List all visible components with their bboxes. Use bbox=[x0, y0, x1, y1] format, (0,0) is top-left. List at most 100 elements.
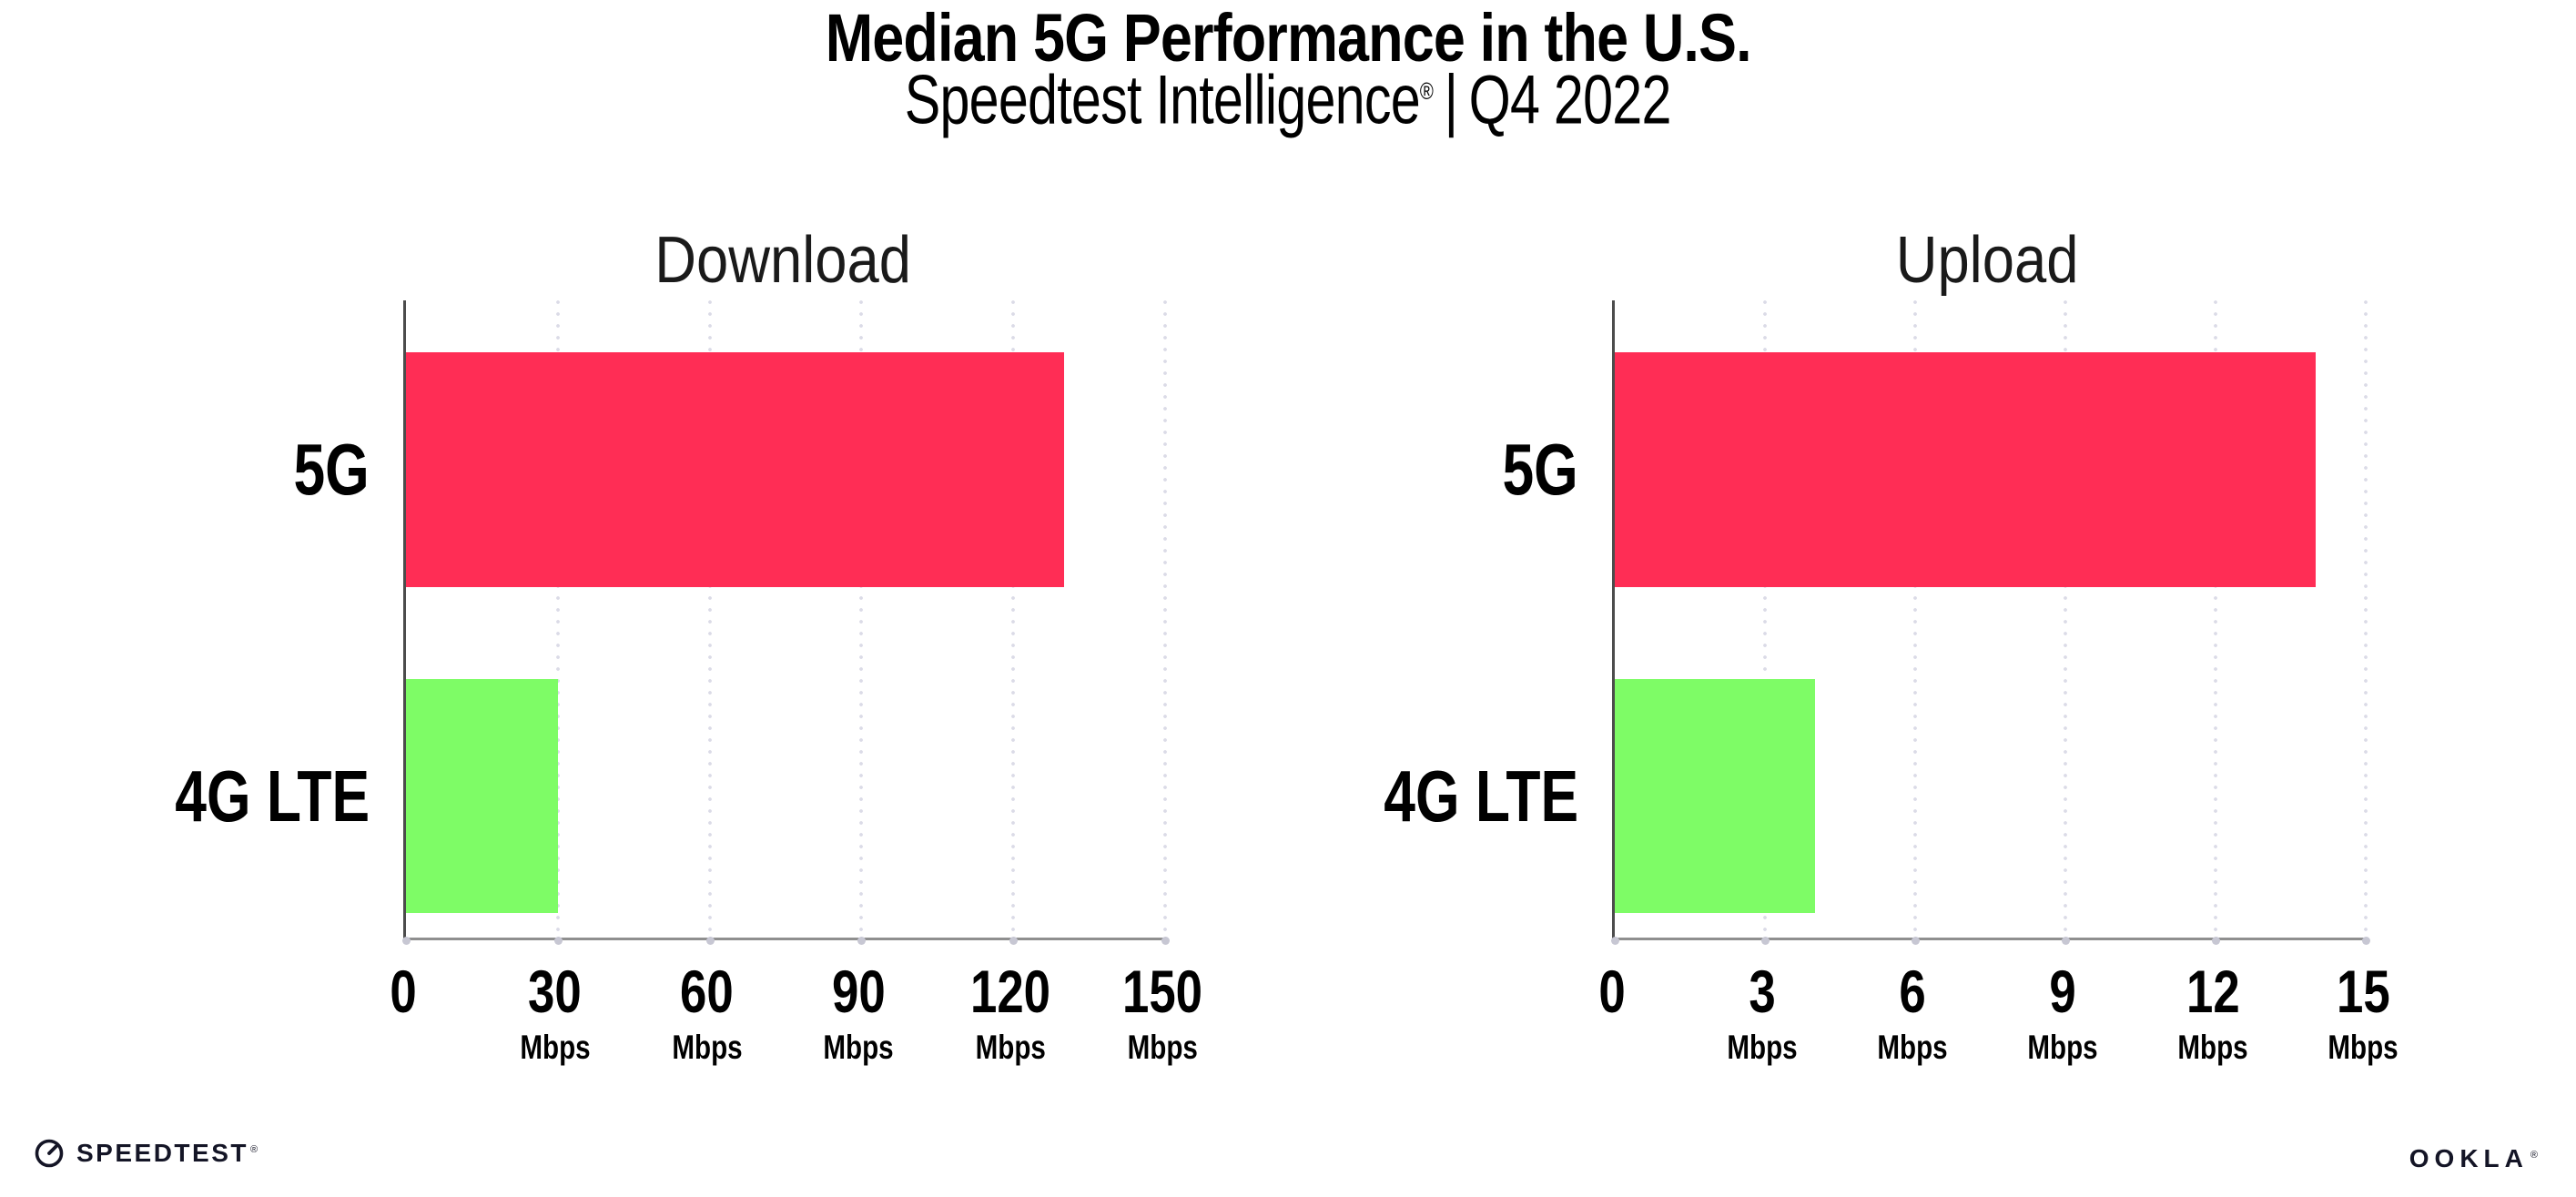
tick-label-150: 150 Mbps bbox=[1112, 958, 1212, 1067]
tick-unit-text: Mbps bbox=[975, 1029, 1046, 1066]
category-label-text: 4G LTE bbox=[1384, 755, 1578, 837]
category-axis: 5G 4G LTE bbox=[1260, 300, 1578, 938]
tick-value: 30 bbox=[511, 958, 599, 1025]
tick-label-120: 120 Mbps bbox=[960, 958, 1060, 1067]
plot-area bbox=[1611, 300, 2370, 945]
bar-5g bbox=[406, 352, 1064, 587]
category-label-4g-lte: 4G LTE bbox=[51, 755, 370, 837]
gridline bbox=[1763, 300, 1767, 938]
axis-tick-dot bbox=[1761, 937, 1770, 945]
tick-unit: Mbps bbox=[1112, 1029, 1212, 1067]
tick-label-90: 90 Mbps bbox=[815, 958, 903, 1067]
tick-unit-text: Mbps bbox=[2177, 1029, 2248, 1066]
speedtest-logo: SPEEDTEST ® bbox=[33, 1137, 260, 1170]
plot-area bbox=[402, 300, 1170, 945]
tick-unit: Mbps bbox=[511, 1029, 599, 1067]
chart-title-download: Download bbox=[403, 228, 1162, 293]
category-label-5g: 5G bbox=[51, 433, 370, 506]
ookla-trademark-mark: ® bbox=[2530, 1149, 2543, 1161]
gridline bbox=[1163, 300, 1167, 938]
tick-unit: Mbps bbox=[2319, 1029, 2408, 1067]
axis-tick-dot bbox=[553, 937, 563, 945]
tick-value: 0 bbox=[1596, 958, 1629, 1025]
category-label-text: 5G bbox=[293, 429, 370, 510]
tick-value: 15 bbox=[2319, 958, 2408, 1025]
tick-label-9: 9 Mbps bbox=[2019, 958, 2107, 1067]
gridline bbox=[859, 300, 864, 938]
bar-4g-lte bbox=[1615, 679, 1815, 913]
category-axis: 5G 4G LTE bbox=[51, 300, 370, 938]
tick-unit-text: Mbps bbox=[1877, 1029, 1948, 1066]
tick-value-text: 6 bbox=[1899, 958, 1926, 1025]
tick-unit-text: Mbps bbox=[2328, 1029, 2399, 1066]
subtitle-period: Q4 2022 bbox=[1468, 61, 1672, 139]
gridline bbox=[707, 300, 712, 938]
axis-tick-dot bbox=[1009, 937, 1019, 945]
axis-tick-dot bbox=[1161, 937, 1170, 945]
registered-trademark-mark: ® bbox=[1420, 77, 1434, 105]
bar-5g bbox=[1615, 352, 2316, 587]
tick-value-text: 0 bbox=[390, 958, 417, 1025]
gridline bbox=[2214, 300, 2217, 938]
tick-label-0: 0 bbox=[1596, 958, 1629, 1025]
axis-tick-dot bbox=[1611, 937, 1619, 945]
tick-unit: Mbps bbox=[663, 1029, 751, 1067]
tick-label-15: 15 Mbps bbox=[2319, 958, 2408, 1067]
tick-value: 12 bbox=[2169, 958, 2257, 1025]
tick-unit: Mbps bbox=[960, 1029, 1060, 1067]
gridline bbox=[555, 300, 560, 938]
tick-label-60: 60 Mbps bbox=[663, 958, 751, 1067]
axis-tick-dot bbox=[857, 937, 867, 945]
ookla-wordmark: OOKLA bbox=[2409, 1144, 2529, 1172]
tick-value: 9 bbox=[2019, 958, 2107, 1025]
tick-value-text: 150 bbox=[1121, 958, 1203, 1025]
tick-label-30: 30 Mbps bbox=[511, 958, 599, 1067]
tick-value-text: 120 bbox=[970, 958, 1051, 1025]
tick-value-text: 90 bbox=[832, 958, 886, 1025]
bar-4g-lte bbox=[406, 679, 558, 913]
gridline bbox=[1913, 300, 1917, 938]
tick-unit: Mbps bbox=[2169, 1029, 2257, 1067]
tick-value: 6 bbox=[1869, 958, 1957, 1025]
tick-label-6: 6 Mbps bbox=[1869, 958, 1957, 1067]
subtitle-separator: | bbox=[1444, 61, 1458, 139]
chart-title-text: Upload bbox=[1896, 224, 2079, 297]
value-axis: 0 3 Mbps 6 Mbps 9 Mbps 12 Mbps 15 Mbps bbox=[1598, 958, 2398, 1140]
axis-tick-dot bbox=[2212, 937, 2220, 945]
tick-value: 60 bbox=[663, 958, 751, 1025]
page-subtitle: Speedtest Intelligence® | Q4 2022 bbox=[0, 53, 2576, 138]
subtitle-brand: Speedtest Intelligence bbox=[905, 61, 1421, 139]
tick-label-12: 12 Mbps bbox=[2169, 958, 2257, 1067]
axis-tick-dot bbox=[2362, 937, 2370, 945]
tick-value-text: 9 bbox=[2049, 958, 2076, 1025]
tick-unit-text: Mbps bbox=[520, 1029, 591, 1066]
axis-tick-dot bbox=[705, 937, 715, 945]
gridline bbox=[2064, 300, 2067, 938]
tick-unit-text: Mbps bbox=[1727, 1029, 1798, 1066]
tick-unit-text: Mbps bbox=[823, 1029, 895, 1066]
tick-value: 90 bbox=[815, 958, 903, 1025]
tick-value: 3 bbox=[1719, 958, 1807, 1025]
tick-value-text: 60 bbox=[680, 958, 734, 1025]
tick-value-text: 0 bbox=[1598, 958, 1626, 1025]
speedtest-trademark-mark: ® bbox=[249, 1143, 260, 1155]
tick-unit-text: Mbps bbox=[1127, 1029, 1198, 1066]
ookla-logo: OOKLA ® bbox=[2409, 1144, 2543, 1173]
tick-unit: Mbps bbox=[2019, 1029, 2107, 1067]
tick-unit: Mbps bbox=[815, 1029, 903, 1067]
axis-tick-dot bbox=[2062, 937, 2070, 945]
tick-unit: Mbps bbox=[1719, 1029, 1807, 1067]
chart-title-upload: Upload bbox=[1612, 228, 2363, 293]
tick-unit-text: Mbps bbox=[2027, 1029, 2098, 1066]
gridline bbox=[1011, 300, 1016, 938]
tick-label-0: 0 bbox=[387, 958, 421, 1025]
value-axis: 0 30 Mbps 60 Mbps 90 Mbps 120 Mbps 150 Mbps bbox=[390, 958, 1202, 1140]
tick-value: 0 bbox=[387, 958, 421, 1025]
category-label-text: 5G bbox=[1502, 429, 1578, 510]
category-label-text: 4G LTE bbox=[175, 755, 370, 837]
chart-title-text: Download bbox=[654, 224, 911, 297]
category-label-5g: 5G bbox=[1260, 433, 1578, 506]
page-subtitle-text: Speedtest Intelligence® | Q4 2022 bbox=[905, 53, 1672, 139]
tick-value: 120 bbox=[960, 958, 1060, 1025]
